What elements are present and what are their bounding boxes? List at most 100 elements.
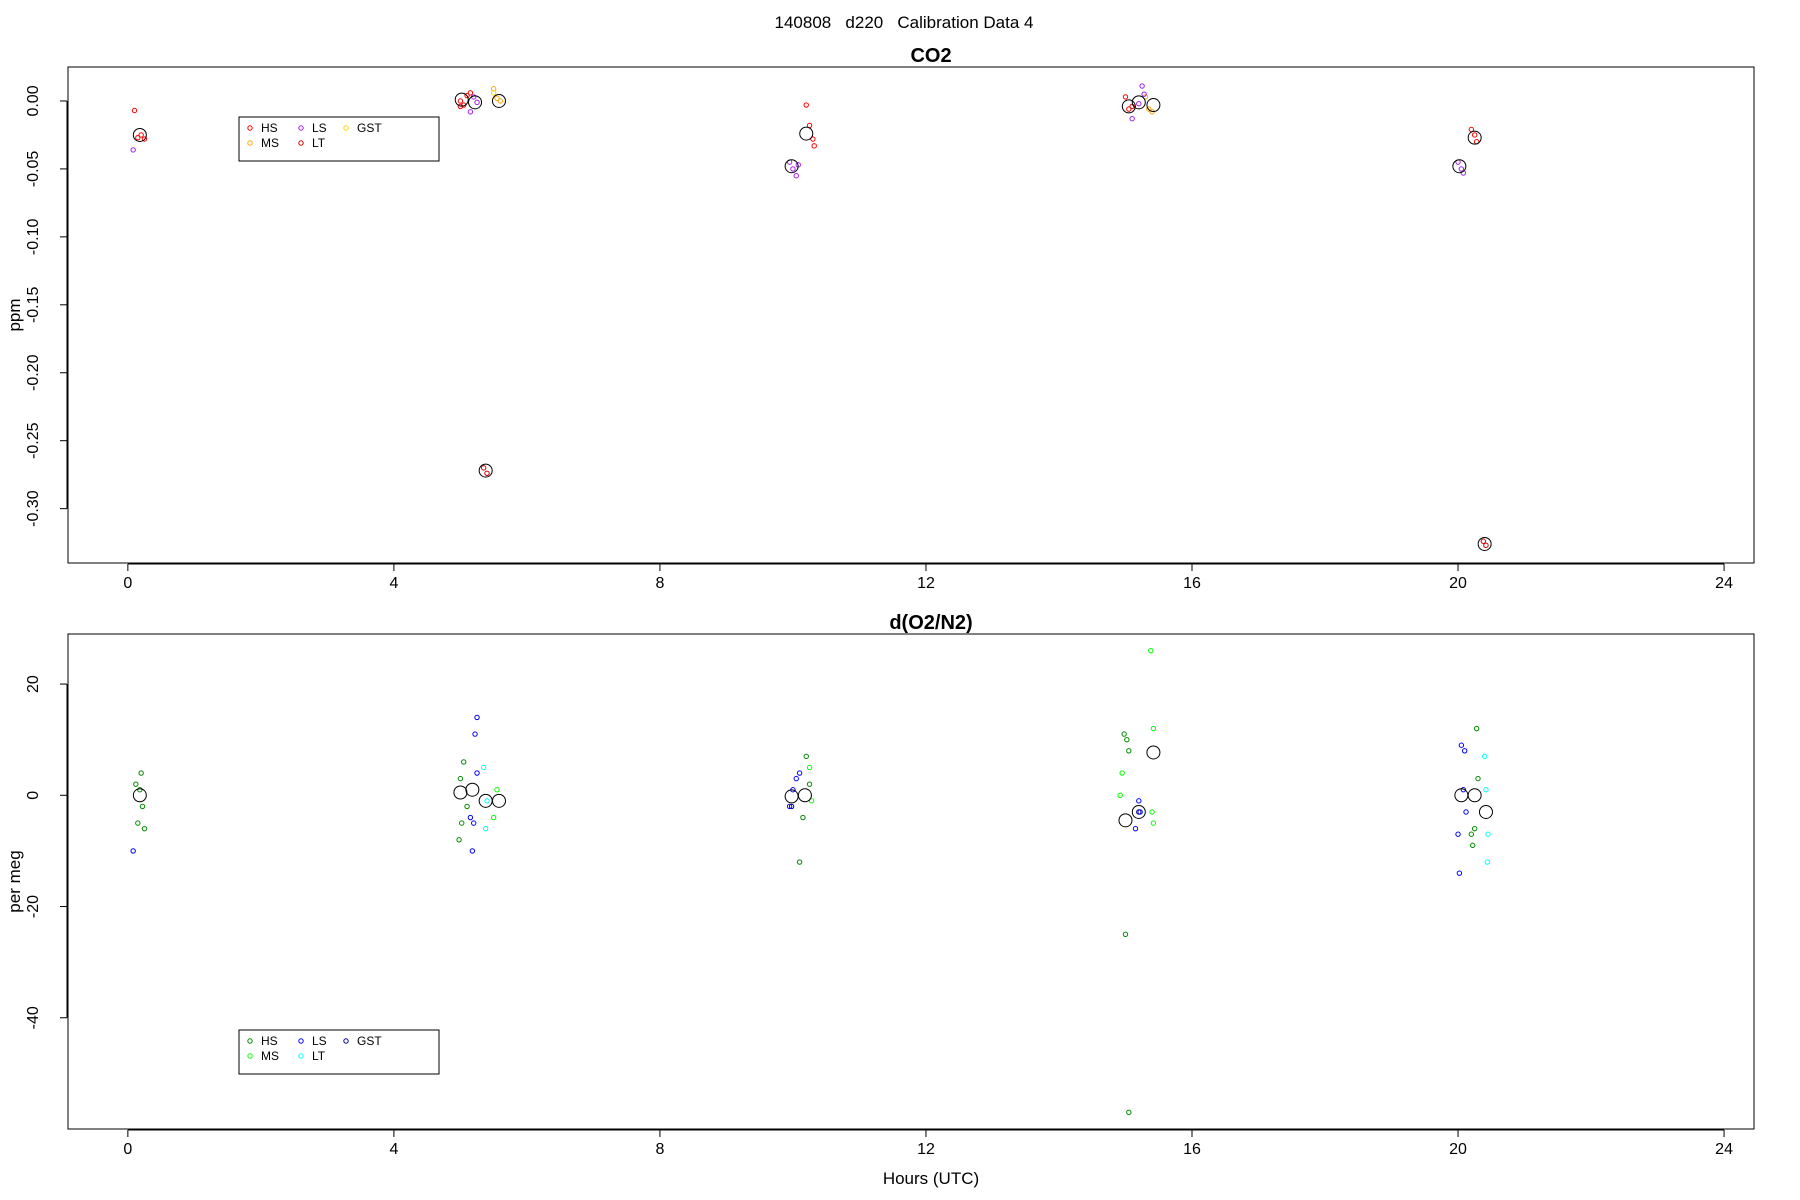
data-point-ls (1458, 742, 1465, 748)
data-point-hs (1122, 94, 1129, 100)
x-axis-label: Hours (UTC) (883, 1169, 979, 1188)
data-point-mean (1121, 99, 1136, 114)
legend-marker (298, 125, 304, 131)
data-point-ms (1146, 106, 1152, 112)
x-tick-label: 24 (1715, 575, 1733, 592)
data-point-mean (454, 92, 469, 107)
legend-label: HS (261, 1034, 278, 1048)
data-point-ms (808, 798, 815, 804)
data-point-ls (474, 99, 480, 106)
data-point-lt (1485, 831, 1491, 837)
legend-label: MS (261, 1049, 279, 1063)
legend-marker (298, 1053, 304, 1059)
data-point-mean (1478, 804, 1493, 819)
data-point-ls (472, 731, 478, 737)
data-point-mean (1131, 804, 1146, 819)
data-point-hs (803, 753, 809, 760)
legend: HS LS GST MS LT (238, 1029, 440, 1075)
x-tick-label: 4 (389, 575, 398, 592)
data-point-hs (464, 803, 470, 810)
data-point-hs (1126, 1109, 1132, 1116)
data-point-ls (1455, 831, 1461, 837)
x-tick-label: 12 (917, 575, 935, 592)
data-point-ls (474, 714, 480, 721)
data-point-ms (1150, 820, 1157, 826)
data-point-mean (784, 159, 799, 174)
y-tick-label: -20 (25, 895, 42, 918)
data-point-ms (494, 95, 500, 101)
legend-item-lt: LT (298, 1049, 326, 1063)
legend-marker (247, 1053, 253, 1059)
data-point-ms (490, 814, 497, 821)
data-point-mean (468, 95, 483, 110)
data-point-mean (1146, 98, 1161, 113)
legend: HS LS GST MS LT (238, 116, 440, 162)
data-point-lt (1481, 753, 1488, 760)
data-point-hs (800, 814, 806, 821)
data-point-mean (491, 793, 506, 808)
data-point-hs (133, 781, 139, 787)
data-point-ls (796, 770, 803, 776)
x-tick-label: 8 (655, 1141, 664, 1158)
x-tick-label: 16 (1183, 1141, 1201, 1158)
data-point-hs (1121, 731, 1127, 737)
legend-marker (298, 140, 304, 146)
data-point-hs (135, 820, 141, 826)
plot-frame (67, 633, 1755, 1130)
data-point-lt (484, 470, 490, 477)
data-point-ls (1136, 100, 1142, 107)
data-point-hs (806, 781, 813, 787)
legend-label: LS (312, 1034, 327, 1048)
data-point-lt (484, 798, 490, 804)
data-point-hs (135, 134, 141, 141)
data-point-hs (803, 102, 809, 108)
y-axis: 20 0 -20 -40 (25, 675, 68, 1029)
data-point-ls (1141, 91, 1147, 97)
chart-title: CO2 (910, 45, 951, 67)
data-point-hs (1469, 842, 1476, 849)
legend-label: GST (357, 121, 382, 135)
y-tick-label: -0.25 (25, 422, 42, 459)
y-tick-label: 0 (25, 791, 42, 800)
data-point-ls (1132, 825, 1139, 832)
data-point-ms (497, 98, 504, 104)
data-point-ls (1461, 748, 1468, 754)
x-axis: 0 4 8 12 16 20 24 (123, 1129, 1733, 1158)
legend-marker (343, 125, 349, 131)
y-tick-label: -0.20 (25, 354, 42, 391)
data-point-ls (471, 820, 477, 826)
data-point-mean (799, 126, 814, 141)
y-axis-label: ppm (5, 298, 24, 331)
plot-frame (67, 66, 1755, 564)
legend-marker (298, 1038, 304, 1044)
data-point-lt (480, 465, 487, 471)
x-tick-label: 20 (1449, 575, 1467, 592)
data-point-mean (1146, 745, 1161, 760)
data-point-hs (139, 803, 146, 810)
y-axis: 0.00 -0.05 -0.10 -0.15 -0.20 -0.25 -0.30 (25, 85, 68, 527)
data-point-ms (1142, 94, 1149, 100)
legend-marker (247, 1038, 253, 1044)
data-point-hs (1471, 132, 1478, 138)
data-point-ls (1458, 166, 1465, 172)
data-point-mean (132, 127, 147, 142)
legend-marker (247, 125, 253, 131)
data-point-ls (130, 848, 136, 854)
data-point-ls (474, 770, 480, 776)
x-tick-label: 0 (123, 1141, 132, 1158)
data-point-hs (131, 107, 138, 114)
y-tick-label: -0.05 (25, 151, 42, 188)
legend-item-hs: HS (247, 121, 278, 135)
data-point-mean (1131, 95, 1146, 110)
chart-panel-2: d(O2/N2) 0 4 8 12 16 20 24 Hours (UTC) 20 0 -20 -40 p… (5, 612, 1755, 1188)
data-point-hs (138, 132, 144, 138)
data-point-hs (141, 136, 148, 142)
data-point-hs (457, 775, 464, 782)
legend-label: HS (261, 121, 278, 135)
y-axis-label: per meg (5, 850, 24, 912)
x-tick-label: 8 (655, 575, 664, 592)
data-point-mean (1477, 536, 1492, 551)
data-point-mean (1467, 130, 1482, 145)
data-point-ms (806, 764, 813, 771)
